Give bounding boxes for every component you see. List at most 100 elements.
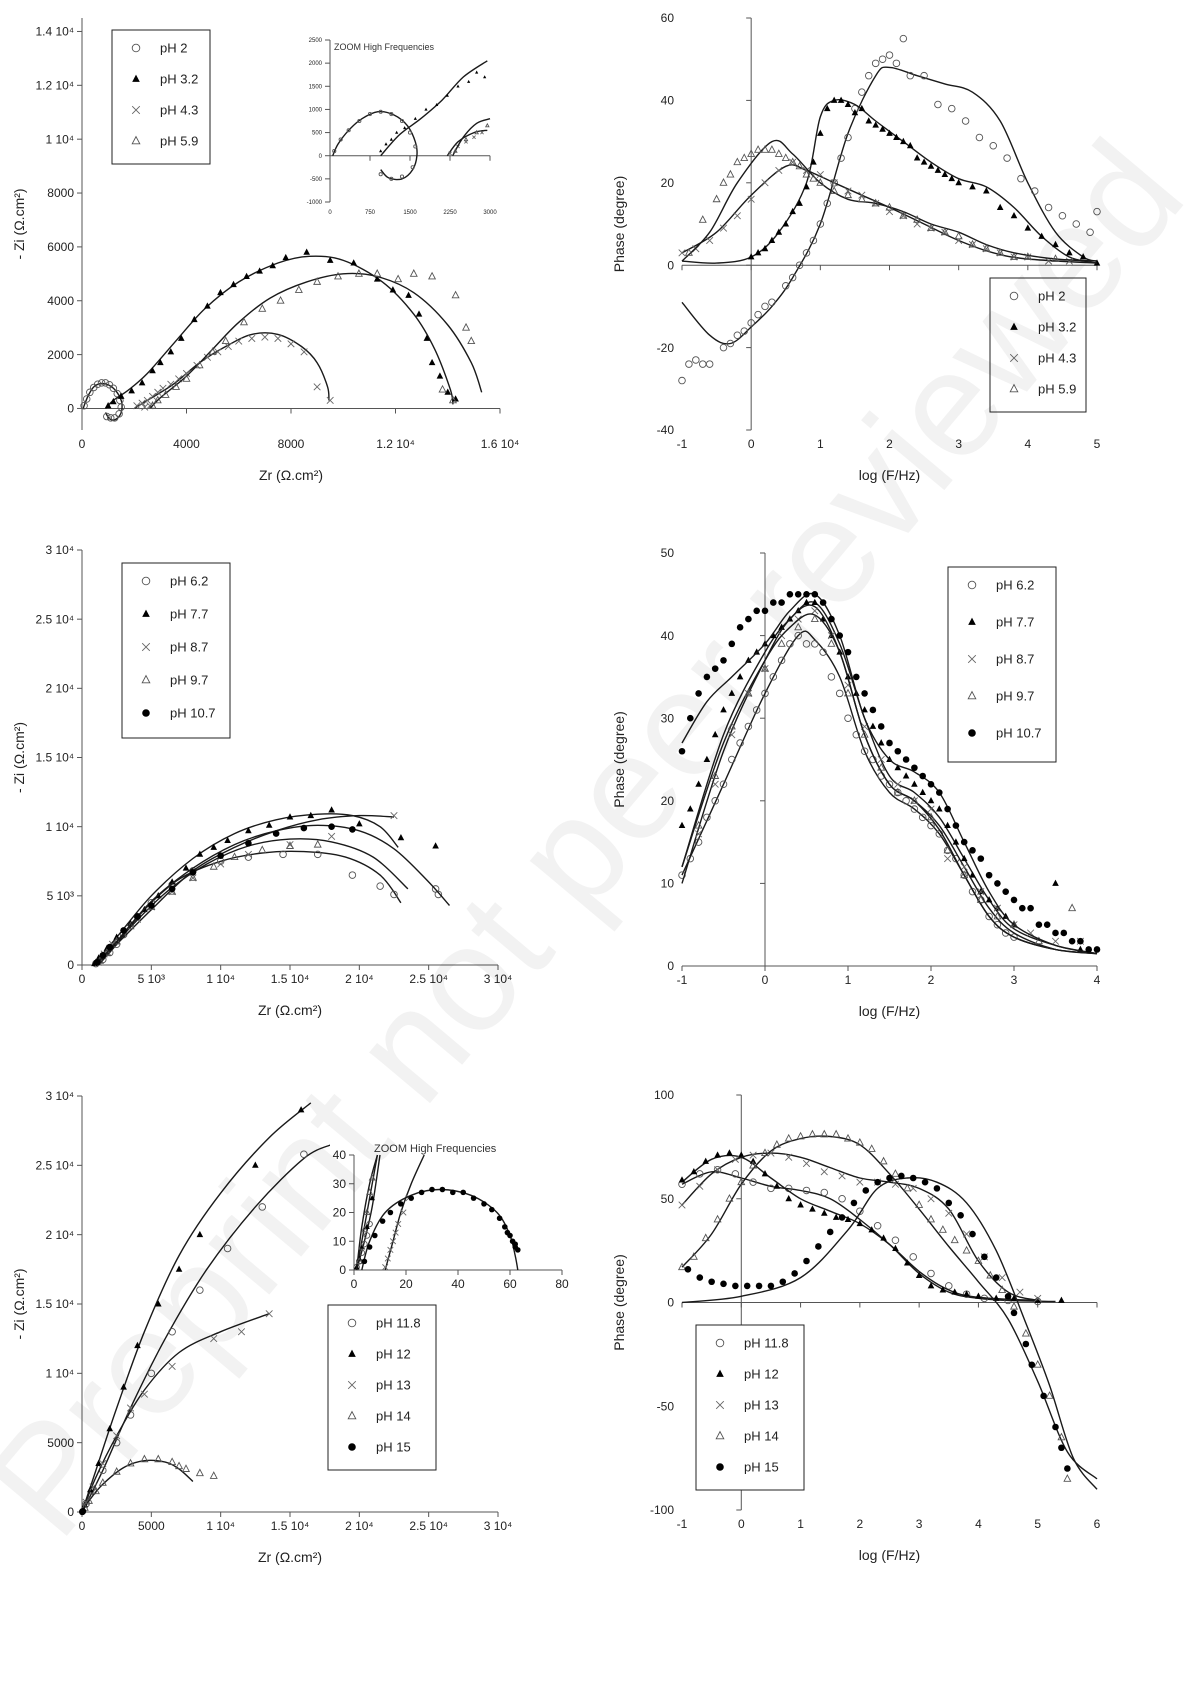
bode3-point [832,1213,840,1220]
nyq1-inset-point [407,130,413,135]
nyq2-point [432,842,439,849]
bode3-point [773,1182,781,1189]
nyq2-point [120,927,127,934]
nyq1-point [128,387,135,394]
nyq1-inset-point [378,172,383,177]
nyq1-point [451,290,460,299]
bode2-point [745,615,752,623]
bode2-legend-marker-ph-7-7 [968,617,976,625]
bode2-point [944,805,951,813]
bode2-legend-label-ph-7-7: pH 7.7 [996,615,1034,630]
bode1-point [740,153,749,162]
nyq3-inset-y-tick-label: 10 [333,1234,347,1248]
bode3-point [702,1157,710,1164]
nyq3-inset-point [507,1232,513,1239]
nyq1-inset-point [389,112,394,117]
bode2-y-tick-label: 30 [661,711,675,725]
nyq3-inset-point [470,1195,477,1201]
bode3-point [898,1172,905,1180]
nyq2-point [134,913,141,920]
bode3-point [909,1253,917,1261]
bode3-point [731,1155,739,1163]
bode2-point [893,787,902,796]
nyq1-point [104,401,112,409]
nyq3-inset-point [366,1244,373,1250]
nyq1-point [282,253,290,261]
nyq3-inset-series-ph-15 [361,1186,521,1271]
bode2-point [794,631,802,640]
bode3-point [797,1201,804,1208]
bode2-point [711,665,719,672]
bode1-point [747,149,756,157]
nyq1-point [452,395,459,402]
bode3-point [927,1282,935,1289]
bode3-point [815,1243,822,1250]
bode1-point [940,227,949,236]
bode3-point [962,1245,971,1254]
bode1-y-tick-label: 0 [667,258,674,272]
bode1-point [733,212,741,220]
bode2-point [819,599,827,606]
bode1-point [747,253,755,260]
bode3-point [713,1165,722,1174]
nyq2-point [217,860,225,868]
nyq1-point [261,333,269,341]
bode3-point [867,1144,876,1152]
bode1-point [1038,232,1045,239]
nyq3-point [84,1496,93,1504]
bode2-point [927,797,935,804]
bode2-point [852,730,861,739]
bode3-point [1063,1474,1072,1482]
bode1-point [768,298,776,307]
bode1-point [975,133,984,142]
nyq2-legend-marker-ph-9-7 [141,674,151,684]
bode3-point [1021,1328,1030,1337]
nyq1-point [161,390,170,398]
bode2-point [828,615,835,623]
bode2-point [728,640,736,648]
bode1-point [1051,254,1060,262]
nyq1-point [256,267,263,274]
bode2-point [678,821,686,829]
bode3-point [832,1129,841,1138]
nyq3-inset-point [502,1224,508,1230]
nyq1-inset-x-tick-label: 750 [365,210,376,216]
nyq3-inset-point [360,1225,368,1233]
nyq3-series-ph-13 [81,1310,273,1513]
nyq1-point [313,277,322,285]
nyq2-point [390,890,398,899]
bode2-point [703,813,711,822]
bode1-legend-marker-ph-2 [1009,291,1019,301]
nyq3-legend-marker-ph-15 [348,1443,356,1451]
nyq2-fit-line [92,813,399,966]
bode3-point [726,1149,733,1156]
bode3-point [1009,1301,1019,1310]
bode3-point [886,1174,893,1182]
bode3-point [785,1194,793,1202]
bode2-point [1068,903,1077,912]
nyq3-inset-y-tick-label: 30 [333,1177,347,1191]
bode1-legend-box [989,277,1087,413]
nyq3-point [265,1310,273,1318]
bode3-point [784,1133,793,1142]
bode2-y-axis-label: Phase (degree) [611,711,627,808]
nyq3-point [252,1161,259,1168]
bode3-x-tick-label: 1 [797,1517,804,1531]
bode1-point [899,34,908,43]
bode1-point [816,178,825,186]
bode1-point [754,145,763,153]
nyq1-point [269,261,277,269]
bode3-point [1028,1361,1036,1369]
nyq1-point [258,304,267,312]
bode1-point [844,133,852,142]
bode2-point [869,722,877,729]
nyq3-legend-label-ph-14: pH 14 [376,1409,411,1424]
bode2-point [969,871,976,878]
bode3-point [945,1199,953,1207]
bode2-point [745,656,752,663]
nyq1-inset-y-tick-label: -500 [310,177,323,183]
bode3-point [696,1274,704,1281]
bode3-point [992,1274,1000,1281]
nyq3-y-axis-label: - Zi (Ω.cm²) [11,1268,27,1339]
